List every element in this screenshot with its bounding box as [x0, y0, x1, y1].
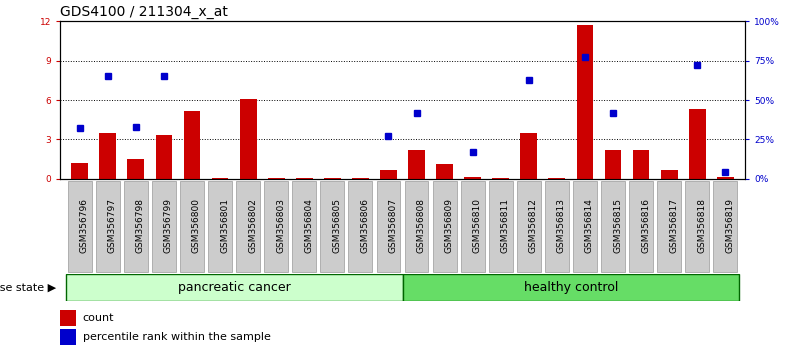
Text: GSM356807: GSM356807 [388, 198, 397, 253]
FancyBboxPatch shape [461, 181, 485, 272]
Text: GSM356815: GSM356815 [613, 198, 622, 253]
Bar [661, 170, 678, 179]
Bar [437, 164, 453, 179]
Text: GSM356800: GSM356800 [192, 198, 201, 253]
Bar [127, 159, 144, 179]
Text: disease state ▶: disease state ▶ [0, 282, 56, 293]
Bar [183, 110, 200, 179]
Text: GSM356797: GSM356797 [108, 198, 117, 253]
Text: GSM356803: GSM356803 [276, 198, 285, 253]
FancyBboxPatch shape [433, 181, 457, 272]
Bar [717, 177, 734, 179]
Text: GSM356805: GSM356805 [332, 198, 341, 253]
FancyBboxPatch shape [208, 181, 232, 272]
Bar [211, 178, 228, 179]
FancyBboxPatch shape [96, 181, 119, 272]
Bar [549, 178, 566, 179]
Bar [380, 170, 396, 179]
Bar [352, 178, 368, 179]
Text: GSM356814: GSM356814 [585, 198, 594, 253]
Text: GSM356809: GSM356809 [445, 198, 453, 253]
FancyBboxPatch shape [601, 181, 625, 272]
Bar [99, 133, 116, 179]
Bar [296, 178, 312, 179]
Text: GSM356808: GSM356808 [417, 198, 425, 253]
FancyBboxPatch shape [348, 181, 372, 272]
Text: healthy control: healthy control [524, 281, 618, 294]
Text: GSM356796: GSM356796 [80, 198, 89, 253]
Bar [155, 136, 172, 179]
Bar [403, 274, 739, 301]
FancyBboxPatch shape [545, 181, 569, 272]
FancyBboxPatch shape [686, 181, 709, 272]
FancyBboxPatch shape [180, 181, 204, 272]
Bar [239, 99, 256, 179]
Text: GSM356802: GSM356802 [248, 198, 257, 253]
Text: pancreatic cancer: pancreatic cancer [178, 281, 291, 294]
FancyBboxPatch shape [629, 181, 653, 272]
FancyBboxPatch shape [236, 181, 260, 272]
FancyBboxPatch shape [517, 181, 541, 272]
Bar [633, 150, 650, 179]
Text: GSM356810: GSM356810 [473, 198, 481, 253]
FancyBboxPatch shape [405, 181, 429, 272]
Text: GSM356806: GSM356806 [360, 198, 369, 253]
Bar [605, 150, 622, 179]
Text: GDS4100 / 211304_x_at: GDS4100 / 211304_x_at [60, 5, 228, 19]
Text: GSM356817: GSM356817 [669, 198, 678, 253]
FancyBboxPatch shape [657, 181, 681, 272]
FancyBboxPatch shape [68, 181, 91, 272]
Text: count: count [83, 313, 114, 323]
Text: GSM356816: GSM356816 [641, 198, 650, 253]
Bar [465, 177, 481, 179]
FancyBboxPatch shape [264, 181, 288, 272]
Text: percentile rank within the sample: percentile rank within the sample [83, 332, 271, 342]
Text: GSM356818: GSM356818 [697, 198, 706, 253]
Bar [268, 178, 284, 179]
Text: GSM356819: GSM356819 [725, 198, 735, 253]
Text: GSM356799: GSM356799 [164, 198, 173, 253]
Bar [66, 274, 402, 301]
FancyBboxPatch shape [573, 181, 597, 272]
Bar [324, 178, 340, 179]
Text: GSM356801: GSM356801 [220, 198, 229, 253]
Text: GSM356798: GSM356798 [136, 198, 145, 253]
Bar [521, 133, 537, 179]
Text: GSM356811: GSM356811 [501, 198, 509, 253]
FancyBboxPatch shape [292, 181, 316, 272]
FancyBboxPatch shape [376, 181, 400, 272]
Bar [409, 150, 425, 179]
FancyBboxPatch shape [320, 181, 344, 272]
Text: GSM356812: GSM356812 [529, 198, 537, 253]
Text: GSM356804: GSM356804 [304, 198, 313, 253]
Text: GSM356813: GSM356813 [557, 198, 566, 253]
Bar [689, 109, 706, 179]
Bar [60, 329, 76, 345]
FancyBboxPatch shape [714, 181, 737, 272]
Bar [577, 25, 594, 179]
Bar [71, 163, 88, 179]
FancyBboxPatch shape [152, 181, 176, 272]
Bar [60, 310, 76, 326]
FancyBboxPatch shape [124, 181, 148, 272]
FancyBboxPatch shape [489, 181, 513, 272]
Bar [493, 178, 509, 179]
